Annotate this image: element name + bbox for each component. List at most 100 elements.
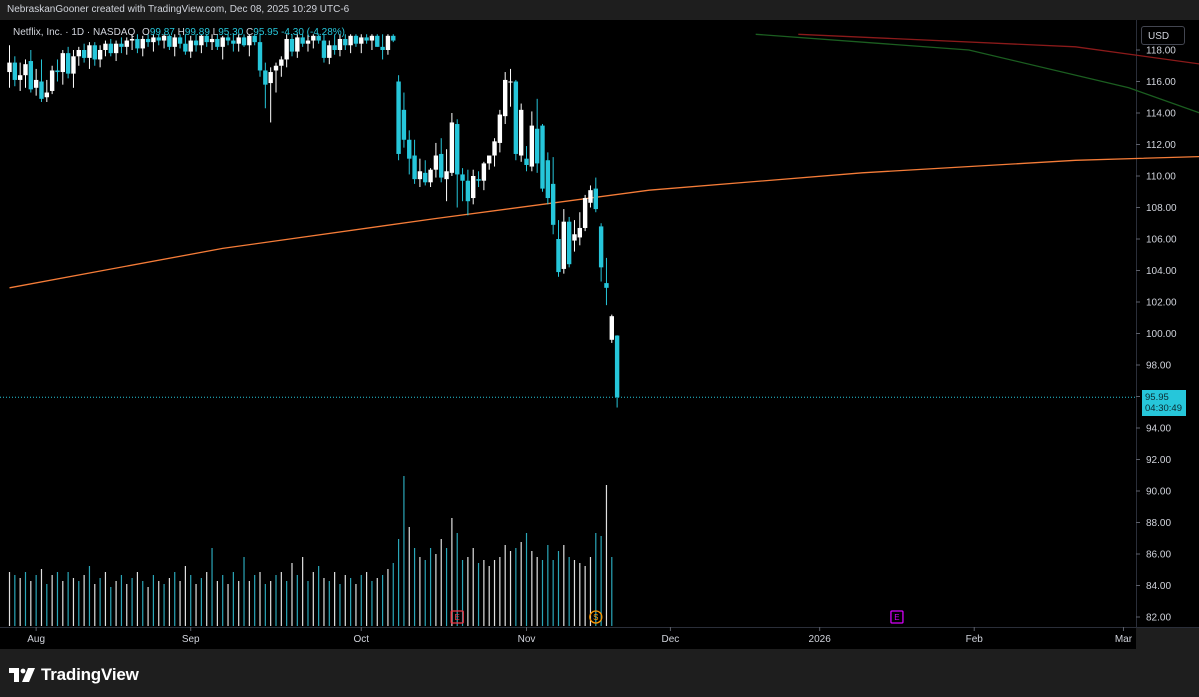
tradingview-brand[interactable]: TradingView [9,665,139,685]
candle-body [156,37,161,41]
plot-background [0,20,1136,627]
candle-body [311,35,316,41]
candle-body [119,43,124,47]
candle-body [17,75,23,80]
volume-bar [600,536,602,626]
volume-bar [504,545,506,626]
volume-bar [126,584,128,626]
price-tick-label: 90.00 [1146,487,1171,498]
candle-body [49,70,55,91]
price-chart-svg[interactable]: 118.00 116.00 114.00 112.00 110.00 108.00 106.… [0,20,1199,649]
candle-body [332,45,337,50]
volume-bar [94,584,96,626]
symbol-name: Netflix, Inc. · 1D · NASDAQ [13,27,136,38]
volume-bar [339,584,341,626]
chart-area[interactable]: 118.00 116.00 114.00 112.00 110.00 108.00 106.… [0,20,1199,649]
candle-body [492,141,497,156]
candle-body [193,40,199,46]
volume-bar [307,581,309,626]
volume-bar [403,476,405,626]
candle-body [556,239,561,273]
candle-body [167,35,172,47]
low-value: 95.30 [218,27,244,38]
split-marker-icon [589,610,603,624]
change-value: -4.30 (-4.28%) [281,27,346,38]
candle-body [135,38,140,49]
candle-body [343,38,348,46]
volume-bar [515,548,517,626]
candle-body [540,125,545,189]
volume-bar [8,572,11,626]
candle-body [455,124,460,175]
high-value: 99.89 [184,27,210,38]
candle-body [305,40,311,44]
currency-button[interactable]: USD [1141,26,1185,45]
volume-bar [557,551,560,626]
chart-caption: NebraskanGooner created with TradingView… [7,4,350,15]
volume-bar [158,581,160,626]
price-tick-label: 102.00 [1146,298,1177,309]
volume-bar [19,578,21,626]
candle-body [417,171,423,180]
footer-bar: TradingView [0,649,1199,697]
price-tick-label: 118.00 [1146,46,1176,57]
candle-body [231,40,236,44]
close-value: 95.95 [253,27,279,38]
volume-bar [355,584,357,626]
open-value: 99.87 [149,27,175,38]
candle-body [273,65,279,71]
candle-body [327,45,332,58]
candle-body [284,38,289,60]
candle-body [60,53,65,73]
volume-bar [30,581,32,626]
volume-bar [397,539,400,626]
candle-body [92,45,97,60]
low-label: L [212,27,219,38]
candle-body [385,35,391,50]
volume-bar [88,566,91,626]
candle-body [412,155,417,180]
earnings-marker-icon [450,610,464,624]
volume-bar [611,557,613,626]
volume-bar [499,557,501,626]
candle-body [321,40,327,58]
volume-bar [312,572,314,626]
candle-body [577,227,583,238]
volume-bar [216,581,218,626]
high-label: H [177,27,185,38]
candle-body [151,37,156,43]
candle-body [28,61,34,90]
moving-average-long-line [9,155,1199,289]
volume-bar [51,575,53,626]
volume-bar [318,566,320,626]
candle-body [108,43,113,54]
candle-body [188,40,193,52]
candle-body [289,38,295,52]
price-tick-label: 112.00 [1146,140,1176,151]
volume-bar [200,578,202,626]
volume-bar [589,557,592,626]
volume-bar [435,554,437,626]
candle-body [428,169,433,183]
candle-body [7,62,12,73]
volume-bar [302,557,304,626]
volume-bar [280,572,282,626]
candle-body [236,37,241,44]
candle-body [177,37,183,44]
volume-bar [190,575,192,626]
candle-body [529,125,535,167]
volume-bar [40,569,43,626]
candle-body [263,70,268,85]
candle-body [241,37,247,46]
price-tick-label: 100.00 [1146,329,1177,340]
volume-bar [536,557,538,626]
volume-bar [142,581,144,626]
volume-bar [254,575,256,626]
candle-body [497,114,503,143]
candle-body [161,35,167,41]
upcoming-earnings-marker-icon-letter: E [894,613,899,622]
candle-body [23,64,28,76]
price-tick-label: 106.00 [1146,235,1177,246]
volume-bar [461,560,464,626]
candle-body [476,179,481,181]
